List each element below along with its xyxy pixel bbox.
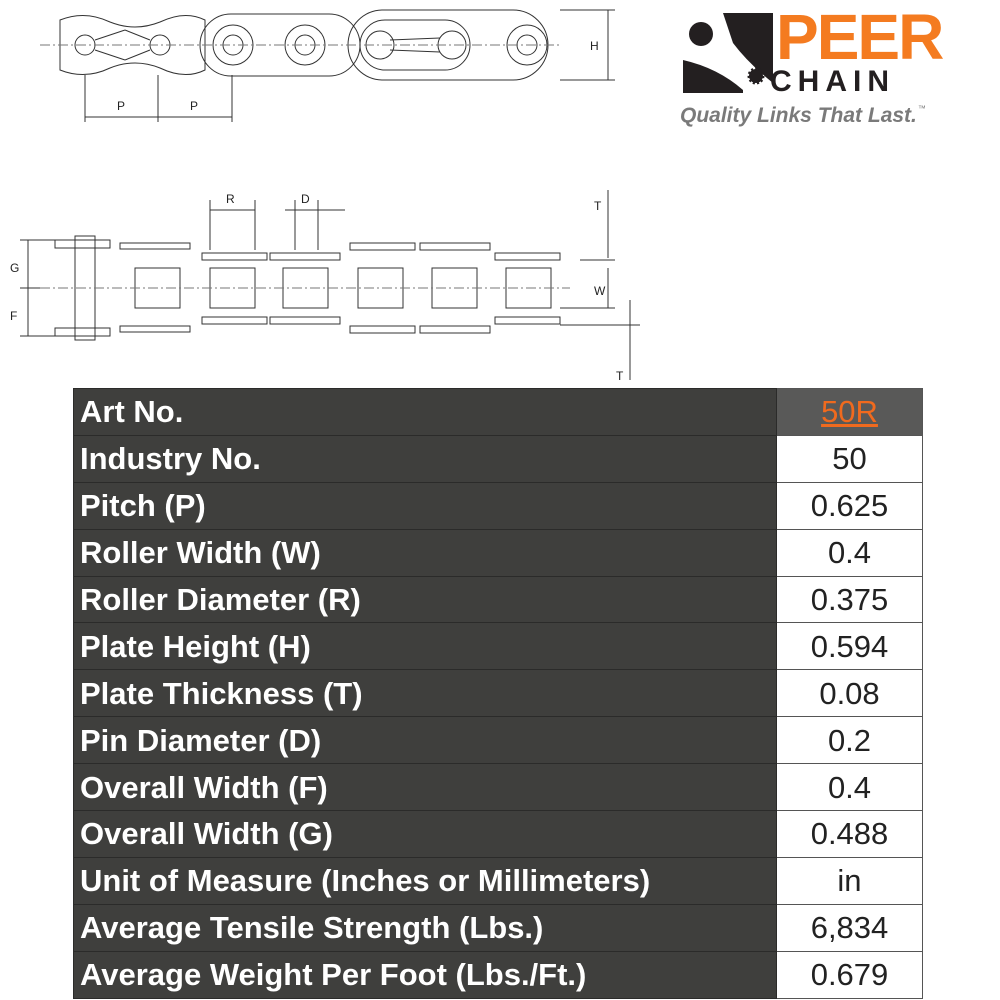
spec-label: Overall Width (F) [73,763,777,812]
logo-tagline: Quality Links That Last. [680,104,917,127]
logo-mark-icon [683,13,773,93]
spec-row: Overall Width (F) 0.4 [73,763,923,812]
spec-value: 0.594 [776,622,923,671]
spec-row: Pitch (P) 0.625 [73,481,923,530]
spec-label: Plate Height (H) [73,622,777,671]
spec-value: 0.679 [776,950,923,999]
roller-label: R [226,192,235,206]
thickness-label: T [594,199,602,213]
spec-label: Average Weight Per Foot (Lbs./Ft.) [73,950,777,999]
spec-value: 0.4 [776,528,923,577]
spec-label: Overall Width (G) [73,810,777,858]
spec-label: Roller Diameter (R) [73,575,777,624]
spec-row: Pin Diameter (D) 0.2 [73,716,923,765]
spec-row: Roller Diameter (R) 0.375 [73,575,923,624]
spec-value: in [776,856,923,905]
logo-brand-bottom: CHAIN [770,65,895,98]
spec-row: Unit of Measure (Inches or Millimeters) i… [73,856,923,905]
thickness-label: T [616,369,624,383]
spec-label: Roller Width (W) [73,528,777,577]
pitch-label: P [117,99,125,113]
chain-top-view-diagram: R D T W T G F [10,190,640,383]
logo-tagline-line: Quality Links That Last.™ [680,104,926,128]
spec-row: Roller Width (W) 0.4 [73,528,923,577]
spec-value: 0.625 [776,481,923,530]
spec-value: 50 [776,434,923,483]
spec-label: Plate Thickness (T) [73,669,777,718]
width-f-label: F [10,309,17,323]
spec-value: 0.375 [776,575,923,624]
peer-chain-logo: PEER CHAIN Quality Links That Last.™ [678,1,998,133]
spec-row: Industry No. 50 [73,434,923,483]
height-label: H [590,39,599,53]
spec-row: Overall Width (G) 0.488 [73,810,923,858]
spec-value: 6,834 [776,903,923,952]
roller-width-label: W [594,284,606,298]
logo-trademark: ™ [917,104,926,113]
art-no-link[interactable]: 50R [776,388,923,436]
spec-label: Art No. [73,388,777,436]
spec-value: 0.488 [776,810,923,858]
spec-row: Plate Thickness (T) 0.08 [73,669,923,718]
pin-label: D [301,192,310,206]
spec-label: Pin Diameter (D) [73,716,777,765]
spec-table: Art No. 50R Industry No. 50 Pitch (P) 0.625 Ro… [73,388,923,999]
spec-value: 0.2 [776,716,923,765]
spec-row: Average Tensile Strength (Lbs.) 6,834 [73,903,923,952]
spec-value: 0.08 [776,669,923,718]
spec-row: Plate Height (H) 0.594 [73,622,923,671]
spec-label: Unit of Measure (Inches or Millimeters) [73,856,777,905]
spec-row: Art No. 50R [73,388,923,436]
spec-label: Industry No. [73,434,777,483]
chain-side-view-diagram: P P H [40,9,615,122]
spec-label: Pitch (P) [73,481,777,530]
spec-value: 0.4 [776,763,923,812]
spec-row: Average Weight Per Foot (Lbs./Ft.) 0.679 [73,950,923,999]
spec-label: Average Tensile Strength (Lbs.) [73,903,777,952]
width-g-label: G [10,261,19,275]
logo-brand-top: PEER [776,1,944,73]
pitch-label: P [190,99,198,113]
